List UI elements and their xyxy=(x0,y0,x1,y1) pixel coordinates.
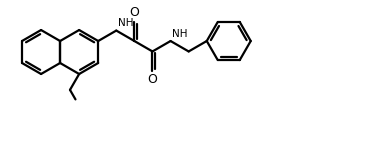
Text: NH: NH xyxy=(118,18,133,28)
Text: NH: NH xyxy=(172,29,188,39)
Text: O: O xyxy=(129,6,139,19)
Text: O: O xyxy=(147,73,158,86)
